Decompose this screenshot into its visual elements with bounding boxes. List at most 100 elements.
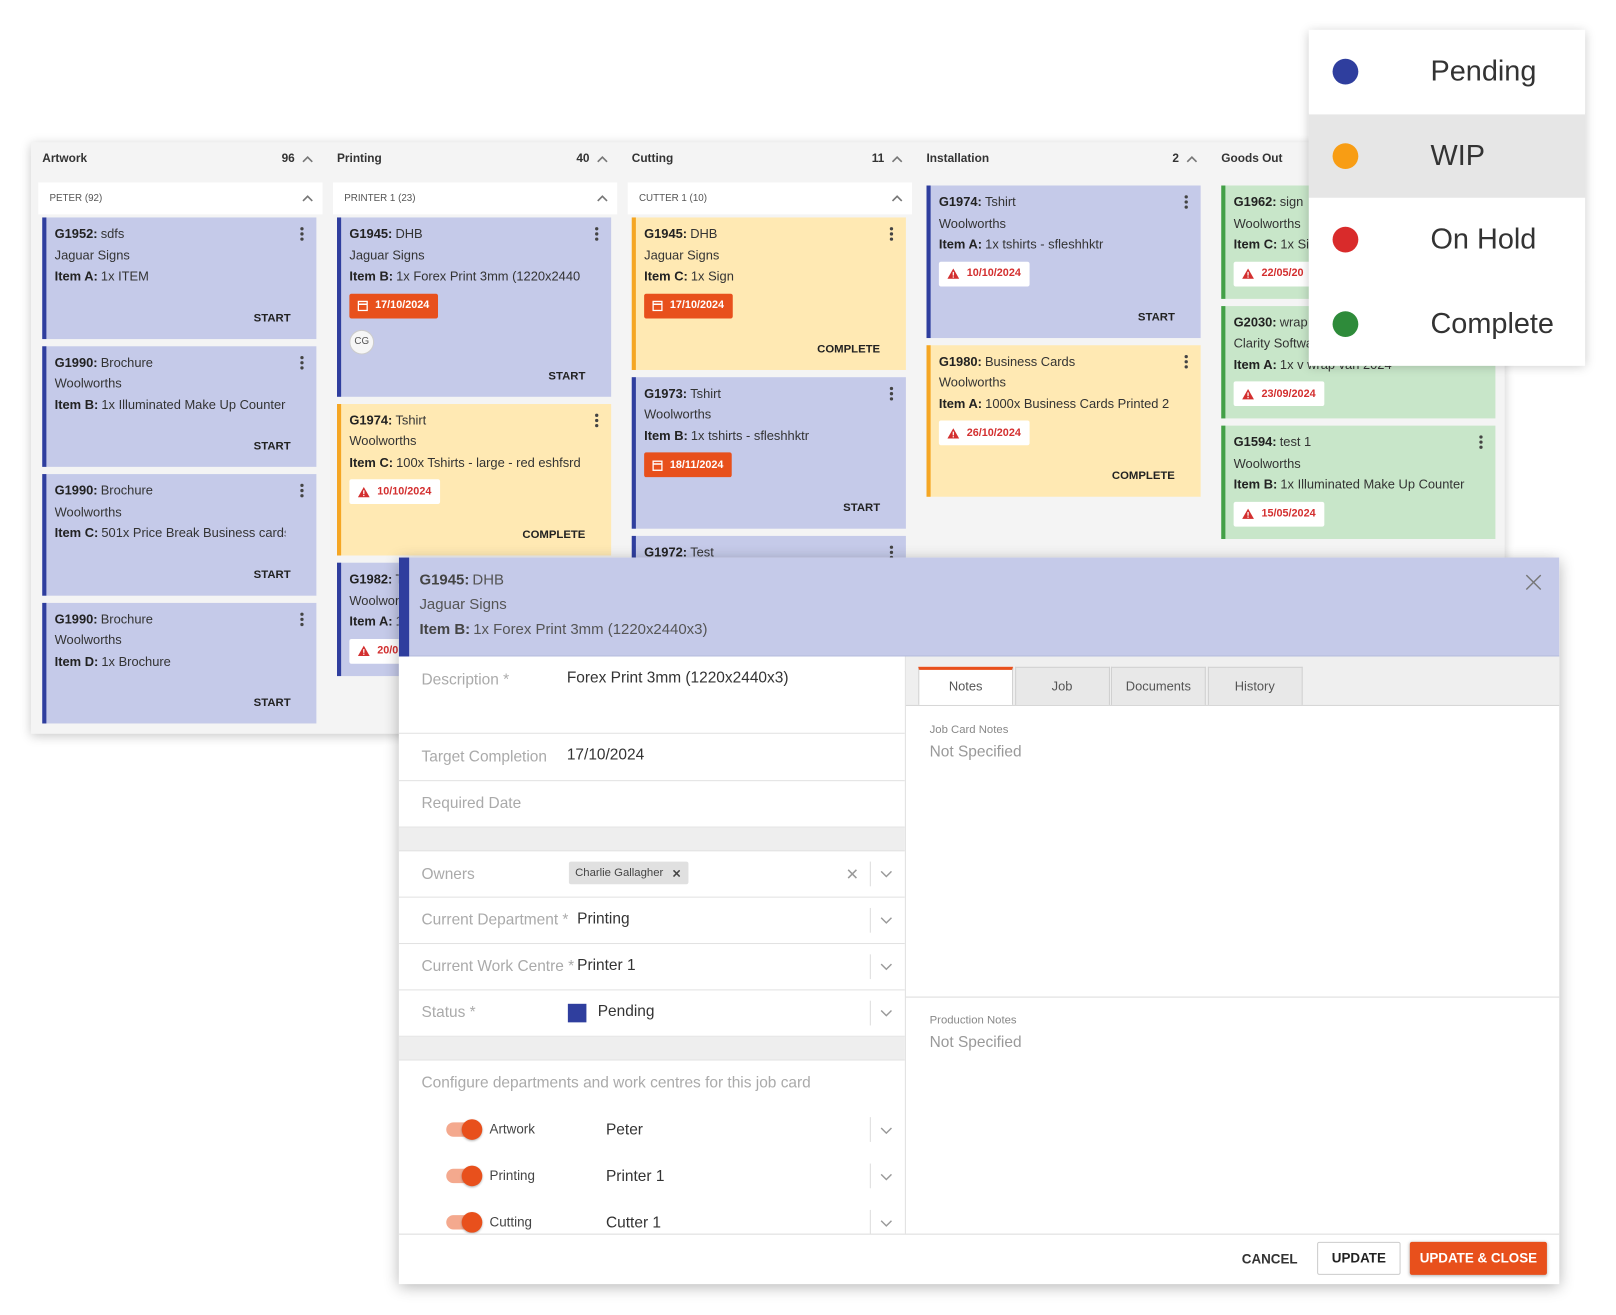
header-title: G1945: DHB bbox=[419, 572, 504, 588]
date-icon bbox=[1242, 388, 1254, 399]
card-action[interactable]: START bbox=[253, 568, 291, 581]
icon-shape bbox=[595, 232, 599, 236]
icon-shape bbox=[302, 156, 313, 163]
card-action[interactable]: COMPLETE bbox=[817, 342, 881, 356]
job-card[interactable]: G1990: Brochure Woolworths Item C: 501x Pric… bbox=[42, 474, 317, 596]
chevron-down-icon bbox=[880, 1220, 892, 1227]
date-row: 10/10/2024 bbox=[938, 255, 1170, 286]
date-chip: 17/10/2024 bbox=[349, 293, 438, 318]
column-collapse[interactable] bbox=[891, 156, 903, 163]
job-card[interactable]: G1980: Business Cards Woolworths Item A: 100… bbox=[926, 344, 1201, 497]
card-title-line: G1594: test 1 bbox=[1234, 432, 1465, 453]
clear-owners[interactable] bbox=[847, 869, 857, 879]
legend-dot bbox=[1332, 142, 1359, 169]
dialog-button[interactable]: UPDATE & CLOSE bbox=[1409, 1241, 1547, 1275]
job-card[interactable]: G1594: test 1 Woolworths Item B: 1x Illumina… bbox=[1221, 425, 1496, 539]
job-card[interactable]: G1973: Tshirt Woolworths Item B: 1x tshirts … bbox=[631, 376, 906, 529]
card-menu[interactable] bbox=[595, 413, 599, 427]
dialog-button[interactable]: UPDATE bbox=[1317, 1241, 1401, 1275]
select-row[interactable]: Current Department * Printing bbox=[398, 898, 905, 945]
item-line: Item B: 1x Forex Print 3mm (1220x2440x3) bbox=[349, 266, 580, 287]
job-title: Brochure bbox=[100, 611, 153, 627]
card-action[interactable]: START bbox=[1137, 310, 1175, 324]
job-card[interactable]: G1945: DHB Jaguar Signs Item B: 1x Forex Pri… bbox=[337, 217, 612, 397]
column-collapse[interactable] bbox=[1186, 156, 1198, 163]
dropdown-toggle[interactable] bbox=[880, 1126, 892, 1135]
tab[interactable]: Documents bbox=[1110, 666, 1206, 705]
job-title: wrap bbox=[1279, 314, 1308, 330]
card-menu[interactable] bbox=[595, 227, 599, 241]
job-card[interactable]: G1945: DHB Jaguar Signs Item C: 1x Sign 17/10… bbox=[631, 217, 906, 370]
card-action[interactable]: START bbox=[253, 311, 291, 325]
card-menu[interactable] bbox=[300, 227, 304, 241]
dropdown-toggle[interactable] bbox=[880, 1173, 892, 1181]
dropdown-toggle[interactable] bbox=[880, 963, 892, 971]
icon-shape bbox=[300, 360, 304, 364]
group-name: PETER (92) bbox=[49, 192, 103, 205]
card-menu[interactable] bbox=[1184, 195, 1188, 209]
card-menu[interactable] bbox=[1184, 354, 1188, 369]
dialog-button[interactable]: CANCEL bbox=[1241, 1251, 1298, 1267]
calendar-icon bbox=[357, 300, 368, 312]
card-title-line: G1974: Tshirt bbox=[349, 410, 580, 431]
card-action[interactable]: START bbox=[843, 501, 881, 515]
item-line: Item C: 501x Price Break Business cards bbox=[55, 523, 286, 544]
dropdown-toggle[interactable] bbox=[880, 1009, 892, 1017]
job-card[interactable]: G1990: Brochure Woolworths Item D: 1x Brochu… bbox=[42, 602, 317, 724]
dropdown-toggle[interactable] bbox=[880, 870, 892, 878]
card-menu[interactable] bbox=[300, 355, 304, 370]
icon-shape bbox=[300, 365, 304, 370]
legend-label: On Hold bbox=[1430, 222, 1537, 255]
card-action[interactable]: COMPLETE bbox=[522, 528, 586, 542]
toggle-knob[interactable] bbox=[461, 1119, 483, 1140]
job-card[interactable]: G1952: sdfs Jaguar Signs Item A: 1x ITEM STAR… bbox=[42, 217, 317, 339]
card-action[interactable]: COMPLETE bbox=[1111, 469, 1175, 483]
calendar-icon bbox=[652, 300, 663, 312]
group-collapse[interactable] bbox=[597, 195, 608, 202]
job-card[interactable]: G1974: Tshirt Woolworths Item C: 100x Tshirt… bbox=[337, 403, 612, 556]
toggle-knob[interactable] bbox=[461, 1165, 483, 1187]
column-collapse[interactable] bbox=[597, 156, 608, 163]
group-header: CUTTER 1 (10) bbox=[627, 182, 913, 215]
select-row[interactable]: Status * Pending bbox=[398, 990, 905, 1037]
select-row[interactable]: Current Work Centre * Printer 1 bbox=[398, 944, 905, 991]
header-job: DHB bbox=[472, 571, 504, 589]
close-button[interactable] bbox=[1525, 574, 1542, 591]
card-menu[interactable] bbox=[300, 612, 304, 626]
department-name: Artwork bbox=[489, 1121, 535, 1137]
card-menu[interactable] bbox=[889, 227, 894, 241]
icon-shape bbox=[889, 545, 894, 549]
card-menu[interactable] bbox=[300, 483, 304, 498]
tab[interactable]: Notes bbox=[918, 666, 1014, 705]
dropdown-toggle[interactable] bbox=[880, 1219, 892, 1227]
kebab-icon bbox=[595, 227, 599, 241]
card-menu[interactable] bbox=[889, 386, 894, 400]
icon-shape bbox=[357, 300, 368, 312]
kanban-board: Artwork 96 PETER (92) G1952: sdfs Jaguar Sign… bbox=[30, 142, 1505, 734]
header-item: Item B: 1x Forex Print 3mm (1220x2440x3) bbox=[419, 621, 707, 637]
card-action[interactable]: START bbox=[253, 696, 291, 710]
job-id: G1990: bbox=[54, 355, 98, 370]
date-text: 22/05/20 bbox=[1261, 267, 1304, 280]
job-card[interactable]: G1990: Brochure Woolworths Item B: 1x Illumi… bbox=[42, 345, 317, 467]
tab[interactable]: History bbox=[1207, 666, 1303, 705]
date-text: 17/10/2024 bbox=[375, 299, 430, 312]
card-menu[interactable] bbox=[1479, 435, 1483, 449]
card-action[interactable]: START bbox=[548, 369, 586, 382]
dropdown-toggle[interactable] bbox=[880, 916, 892, 924]
icon-shape bbox=[597, 195, 608, 202]
kebab-icon bbox=[300, 355, 304, 370]
chip-remove[interactable] bbox=[672, 869, 680, 877]
group-collapse[interactable] bbox=[302, 195, 313, 202]
column-collapse[interactable] bbox=[302, 156, 313, 163]
icon-shape bbox=[1184, 200, 1188, 204]
group-collapse[interactable] bbox=[891, 195, 903, 202]
card-action[interactable]: START bbox=[253, 440, 291, 453]
toggle-knob[interactable] bbox=[461, 1211, 483, 1233]
warning-icon bbox=[1242, 268, 1254, 279]
chevron-up-icon bbox=[302, 156, 313, 163]
card-title-line: G1945: DHB bbox=[644, 224, 875, 245]
job-title: sdfs bbox=[100, 226, 125, 242]
job-card[interactable]: G1974: Tshirt Woolworths Item A: 1x tshirts … bbox=[926, 185, 1201, 338]
tab[interactable]: Job bbox=[1014, 666, 1110, 705]
